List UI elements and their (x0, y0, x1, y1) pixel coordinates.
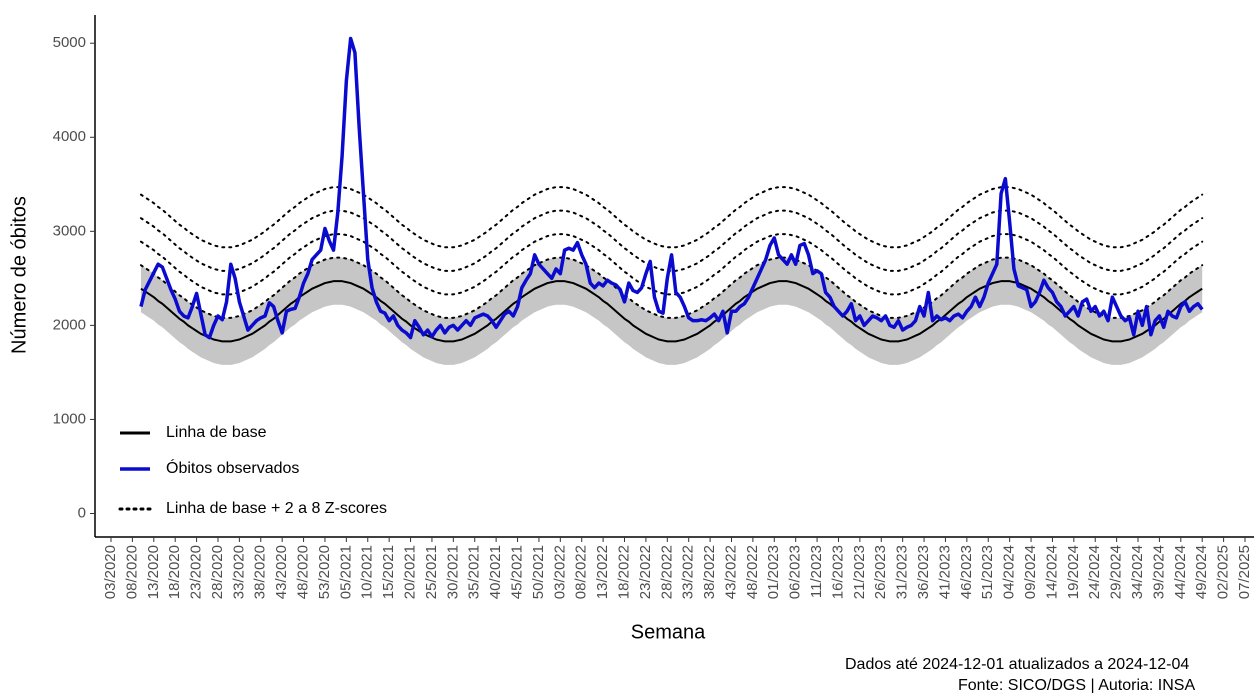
x-tick-label: 09/2024 (1022, 545, 1039, 599)
z-score-line (139, 209, 1204, 272)
legend-label: Linha de base (166, 424, 267, 441)
x-tick-label: 24/2024 (1086, 545, 1103, 599)
x-tick-label: 53/2020 (316, 545, 333, 599)
x-tick-label: 48/2022 (744, 545, 761, 599)
x-tick-label: 06/2023 (787, 545, 804, 599)
x-tick-label: 40/2021 (487, 545, 504, 599)
x-tick-label: 45/2021 (508, 545, 525, 599)
x-tick-label: 13/2020 (145, 545, 162, 599)
z-score-line (139, 186, 1204, 249)
x-tick-label: 03/2020 (102, 545, 119, 599)
y-tick-label: 2000 (53, 316, 86, 333)
z-score-line (139, 256, 1204, 319)
x-tick-label: 39/2024 (1150, 545, 1167, 599)
caption: Dados até 2024-12-01 atualizados a 2024-… (845, 656, 1189, 673)
baseline-line (140, 280, 1203, 343)
x-tick-label: 10/2021 (359, 545, 376, 599)
x-tick-label: 14/2024 (1043, 545, 1060, 599)
x-tick-label: 18/2020 (166, 545, 183, 599)
y-tick-label: 3000 (53, 222, 86, 239)
band (140, 257, 1203, 365)
x-tick-label: 51/2023 (979, 545, 996, 599)
x-tick-label: 34/2024 (1129, 545, 1146, 599)
x-tick-label: 11/2023 (808, 545, 825, 598)
x-tick-label: 28/2020 (209, 545, 226, 599)
x-tick-label: 48/2020 (295, 545, 312, 599)
x-tick-label: 30/2021 (444, 545, 461, 599)
x-tick-label: 29/2024 (1108, 545, 1125, 599)
x-tick-label: 36/2023 (915, 545, 932, 599)
y-tick-label: 1000 (53, 410, 86, 427)
x-tick-label: 43/2022 (722, 545, 739, 599)
x-tick-label: 46/2023 (958, 545, 975, 599)
x-tick-label: 03/2022 (551, 545, 568, 599)
x-tick-label: 19/2024 (1065, 545, 1082, 599)
x-tick-label: 31/2023 (894, 545, 911, 599)
caption: Fonte: SICO/DGS | Autoria: INSA (958, 677, 1195, 693)
x-tick-label: 38/2022 (701, 545, 718, 599)
x-tick-label: 50/2021 (530, 545, 547, 599)
x-tick-label: 08/2022 (573, 545, 590, 599)
x-tick-label: 20/2021 (402, 545, 419, 599)
x-tick-label: 13/2022 (594, 545, 611, 599)
x-tick-label: 05/2021 (337, 545, 354, 599)
x-tick-label: 01/2023 (765, 545, 782, 599)
y-axis-title: Número de óbitos (8, 196, 30, 354)
x-tick-label: 21/2023 (851, 545, 868, 599)
legend-label: Linha de base + 2 a 8 Z-scores (166, 500, 387, 517)
x-tick-label: 26/2023 (872, 545, 889, 599)
x-tick-label: 49/2024 (1193, 545, 1210, 599)
x-axis-title: Semana (631, 621, 706, 643)
y-tick-label: 5000 (53, 34, 86, 51)
y-tick-label: 0 (78, 504, 86, 521)
x-tick-label: 28/2022 (658, 545, 675, 599)
x-tick-label: 25/2021 (423, 545, 440, 599)
x-tick-label: 23/2022 (637, 545, 654, 599)
x-tick-label: 41/2023 (936, 545, 953, 599)
x-tick-label: 23/2020 (188, 545, 205, 599)
x-tick-label: 04/2024 (1001, 545, 1018, 599)
x-tick-label: 44/2024 (1172, 545, 1189, 599)
x-tick-label: 16/2023 (829, 545, 846, 599)
x-tick-label: 38/2020 (252, 545, 269, 599)
x-tick-label: 35/2021 (466, 545, 483, 599)
x-tick-label: 18/2022 (615, 545, 632, 599)
x-tick-label: 08/2020 (123, 545, 140, 599)
x-tick-label: 43/2020 (273, 545, 290, 599)
legend-label: Óbitos observados (166, 458, 299, 477)
z-score-line (139, 233, 1204, 296)
x-tick-label: 07/2025 (1236, 545, 1253, 599)
observed-line (139, 36, 1204, 340)
x-tick-label: 15/2021 (380, 545, 397, 599)
x-tick-label: 33/2022 (680, 545, 697, 599)
x-tick-label: 02/2025 (1215, 545, 1232, 599)
y-tick-label: 4000 (53, 128, 86, 145)
x-tick-label: 33/2020 (230, 545, 247, 599)
